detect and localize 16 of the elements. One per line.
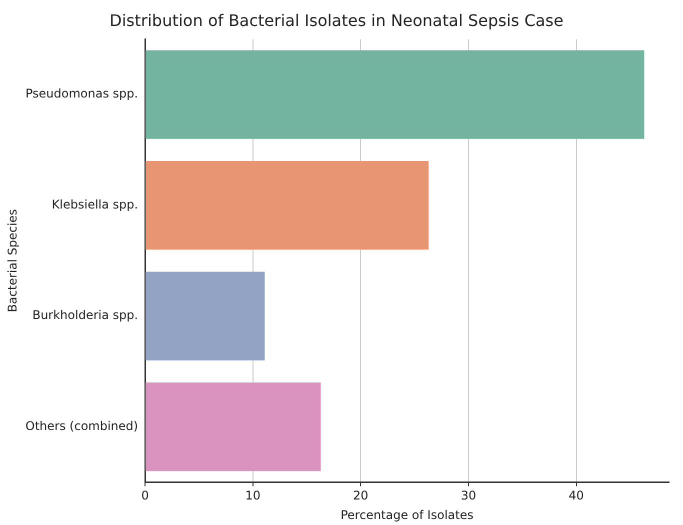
x-tick-label: 20	[353, 488, 368, 503]
y-tick-label: Klebsiella spp.	[52, 197, 138, 212]
x-tick-label: 0	[141, 488, 149, 503]
bar	[146, 50, 644, 139]
y-tick-label: Others (combined)	[25, 418, 138, 433]
y-tick-label: Pseudomonas spp.	[25, 86, 138, 101]
bar	[146, 161, 429, 250]
y-tick-label: Burkholderia spp.	[32, 308, 138, 322]
y-axis-title: Bacterial Species	[5, 209, 20, 312]
x-tick-label: 10	[245, 488, 261, 503]
bar	[146, 382, 321, 472]
x-tick-label: 30	[460, 488, 476, 503]
chart-title: Distribution of Bacterial Isolates in Neonatal Sepsis Case	[110, 10, 564, 30]
bar	[146, 272, 265, 360]
x-tick-label: 40	[568, 488, 584, 503]
x-axis-title: Percentage of Isolates	[340, 508, 474, 522]
